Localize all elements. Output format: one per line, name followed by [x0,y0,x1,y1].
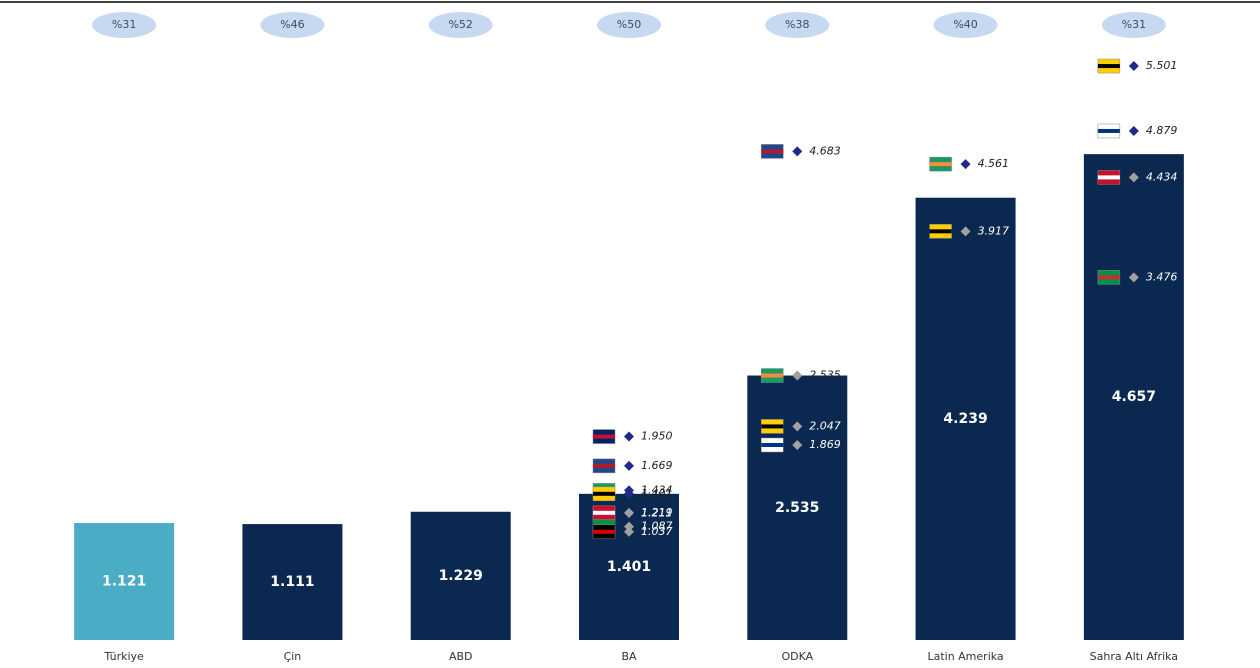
point-label: 4.879 [1146,124,1178,137]
point-label: 5.501 [1146,59,1178,72]
share-label: %50 [617,18,641,31]
point-label: 3.917 [978,224,1010,237]
point-label: 2.047 [809,419,841,432]
flag-stripe [1097,275,1120,280]
bar-label: 1.401 [607,559,651,575]
point-marker [792,370,803,381]
flag-stripe [593,529,615,534]
point-label: 4.434 [1146,170,1178,183]
bar-label: 2.535 [775,500,819,516]
point-label: 1.087 [641,520,673,533]
x-tick-label: ABD [449,650,473,663]
flag-stripe [593,491,615,496]
share-bubble [765,12,830,38]
point-label: 1.401 [641,487,673,500]
x-tick-label: Sahra Altı Afrika [1090,650,1178,663]
bar-label: 4.657 [1112,389,1156,405]
x-tick-label: Çin [284,650,302,663]
point-marker [624,507,634,518]
point-label: 1.434 [641,483,673,496]
point-marker [792,421,803,432]
share-label: %38 [785,18,809,31]
bar-label: 1.121 [102,574,146,590]
share-bubble [933,12,998,38]
bar [74,523,175,640]
flag-stripe [929,229,952,234]
point-label: 4.683 [809,144,841,157]
flag-stripe [761,149,784,154]
flag-stripe [1097,128,1120,133]
share-bubble [260,12,325,38]
flag-stripe [761,373,784,378]
share-bubble [428,12,493,38]
share-bubble [1101,12,1166,38]
point-marker [624,431,634,442]
bar-label: 4.239 [943,411,987,427]
flag-stripe [761,443,784,448]
share-bubble [92,12,157,38]
share-label: %31 [1122,18,1146,31]
point-marker [792,440,803,451]
x-tick-label: ODKA [781,650,813,663]
point-marker [1128,272,1139,283]
share-bubble [597,12,661,38]
flag-stripe [1097,175,1120,180]
point-label: 1.219 [641,506,673,519]
point-label: 1.869 [809,438,841,451]
flag-stripe [929,162,952,167]
point-label: 3.476 [1146,270,1178,283]
point-label: 2.535 [809,369,841,382]
flag-stripe [1097,64,1120,69]
point-label: 1.950 [641,430,673,443]
bar-label: 1.111 [270,574,314,590]
point-marker [624,521,634,532]
point-marker [1128,61,1139,72]
flag-stripe [761,424,784,429]
share-label: %40 [953,18,977,31]
bar [915,197,1016,640]
flag-stripe [593,510,615,515]
bar-label: 1.229 [439,568,483,584]
point-marker [960,159,971,170]
flag-stripe [593,434,615,439]
point-label: 1.037 [641,525,673,538]
x-tick-label: Türkiye [103,650,144,663]
share-label: %46 [280,18,304,31]
share-label: %52 [448,18,472,31]
flag-stripe [593,463,615,468]
x-tick-label: BA [621,650,637,663]
bar [1083,154,1184,640]
point-marker [1128,125,1139,136]
bar [410,511,511,640]
point-label: 4.561 [978,157,1010,170]
point-marker [624,488,634,499]
point-marker [624,526,634,537]
point-marker [960,226,971,237]
point-marker [1128,172,1139,183]
point-marker [624,460,634,471]
x-tick-label: Latin Amerika [927,650,1003,663]
point-label: 1.211 [641,507,673,520]
share-label: %31 [112,18,136,31]
point-label: 1.669 [641,459,673,472]
bar [242,524,343,640]
point-marker [792,146,803,157]
